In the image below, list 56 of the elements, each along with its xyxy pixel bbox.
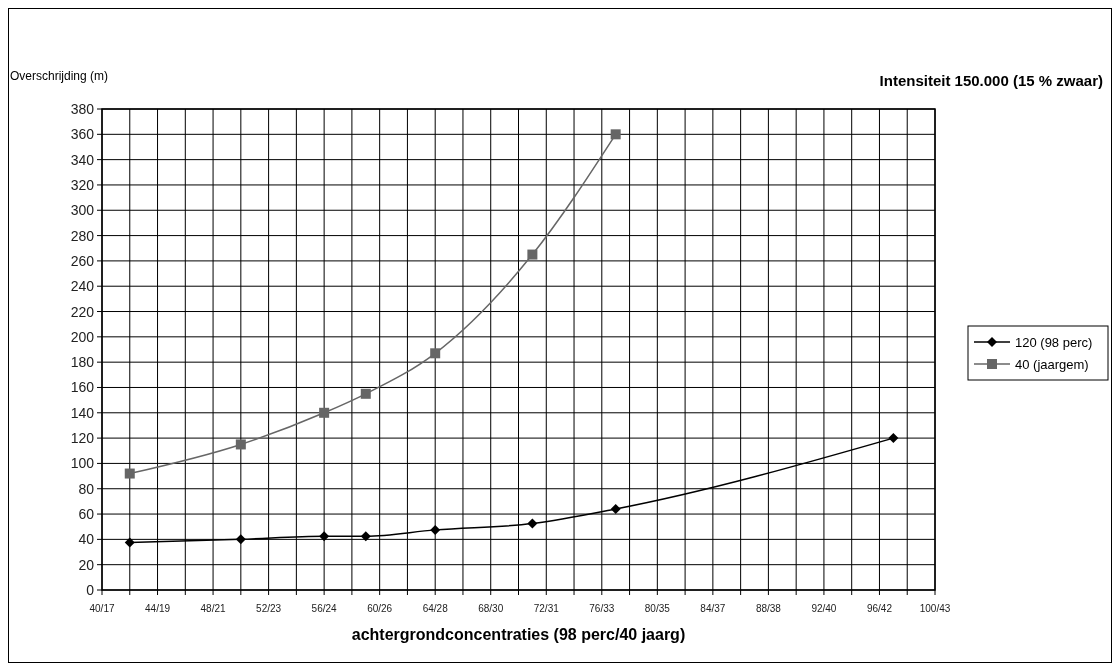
y-tick-label: 200: [70, 328, 95, 345]
legend-label: 40 (jaargem): [1015, 357, 1089, 372]
y-tick-label: 40: [78, 531, 95, 548]
y-tick-label: 0: [86, 582, 95, 598]
y-axis-title: Overschrijding (m): [10, 69, 109, 83]
x-tick-label: 72/31: [533, 603, 560, 614]
point: [124, 537, 135, 548]
y-tick-label: 260: [70, 252, 95, 269]
point: [430, 524, 441, 535]
point: [235, 439, 246, 450]
text: Intensiteit 150.000 (15 % zwaar): [879, 72, 1103, 89]
x-tick-label: 48/21: [200, 603, 227, 614]
y-tick-label: 220: [70, 303, 95, 320]
point: [360, 388, 371, 399]
legend-label: 120 (98 perc): [1015, 335, 1093, 350]
x-tick-label: 76/33: [589, 603, 615, 614]
y-tick-label: 300: [70, 202, 95, 219]
x-tick-label: 60/26: [367, 603, 393, 614]
y-tick-label: 340: [70, 151, 95, 168]
y-tick-label: 280: [70, 227, 95, 244]
y-tick-label: 160: [70, 379, 95, 396]
y-tick-label: 240: [70, 278, 95, 295]
point: [610, 129, 621, 140]
x-tick-label: 44/19: [145, 603, 171, 614]
point: [319, 407, 330, 418]
x-tick-label: 100/43: [919, 603, 951, 614]
x-tick-label: 96/42: [866, 603, 893, 614]
x-tick-label: 52/23: [256, 603, 282, 614]
x-tick-label: 84/37: [700, 603, 726, 614]
point: [235, 534, 246, 545]
y-tick-label: 360: [70, 126, 95, 143]
point: [610, 503, 621, 514]
point: [360, 531, 371, 542]
point: [430, 348, 441, 359]
point: [124, 468, 135, 479]
x-tick-label: 56/24: [311, 603, 338, 614]
x-tick-label: 80/35: [644, 603, 671, 614]
y-tick-label: 20: [78, 556, 95, 573]
y-tick-label: 120: [70, 430, 95, 447]
y-tick-label: 60: [78, 506, 95, 523]
point: [527, 249, 538, 260]
y-tick-label: 320: [70, 176, 95, 193]
y-tick-label: 80: [78, 480, 95, 497]
x-tick-label: 40/17: [89, 603, 115, 614]
x-axis-title: achtergrondconcentraties (98 perc/40 jaarg): [351, 626, 686, 643]
x-tick-label: 92/40: [811, 603, 837, 614]
y-tick-label: 140: [70, 404, 95, 421]
point: [888, 433, 899, 444]
point: [527, 518, 538, 529]
x-tick-label: 68/30: [478, 603, 504, 614]
x-tick-label: 64/28: [422, 603, 449, 614]
point: [319, 531, 330, 542]
y-tick-label: 100: [70, 455, 95, 472]
y-tick-label: 380: [70, 101, 95, 117]
y-tick-label: 180: [70, 354, 95, 371]
x-tick-label: 88/38: [755, 603, 782, 614]
